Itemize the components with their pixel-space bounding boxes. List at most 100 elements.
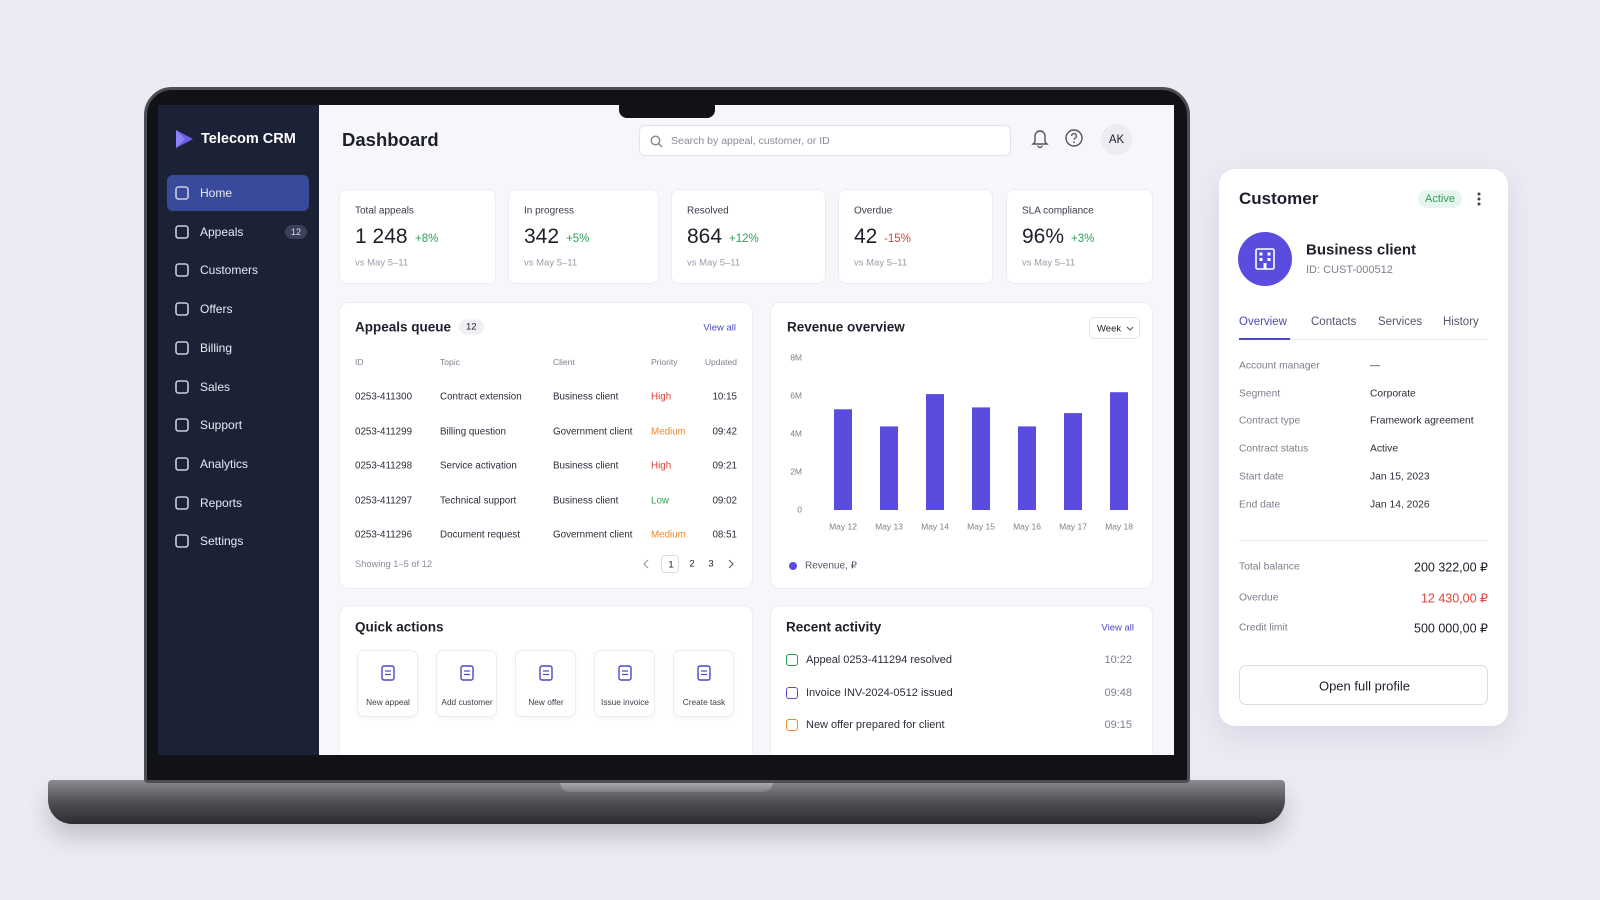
kpi-period: vs May 5–11 (524, 257, 578, 269)
x-tick-label: May 12 (829, 521, 857, 531)
table-cell: Document request (440, 529, 521, 541)
view-all-link[interactable]: View all (703, 322, 736, 334)
action-button[interactable]: Add customer (436, 650, 497, 717)
customer-id: ID: CUST-000512 (1306, 264, 1393, 276)
more-menu (1477, 192, 1481, 206)
x-tick-label: May 14 (921, 521, 949, 531)
table-cell: Low (651, 495, 669, 507)
table-cell: Medium (651, 426, 686, 438)
column-header: Client (553, 357, 575, 367)
section-divider (1239, 540, 1488, 541)
view-all-link[interactable]: View all (1101, 622, 1134, 634)
x-tick-label: May 18 (1105, 521, 1133, 531)
avatar[interactable]: AK (1101, 124, 1132, 155)
kpi-change: +8% (415, 233, 439, 245)
search-box[interactable]: Search by appeal, customer, or ID (639, 125, 1011, 156)
kpi-value: 1 248 (355, 225, 408, 248)
page-button[interactable]: 3 (702, 555, 720, 573)
search-placeholder: Search by appeal, customer, or ID (671, 135, 830, 147)
sidebar: Telecom CRM Home Appeals 12 Customers Offers B… (158, 105, 319, 755)
table-cell: High (651, 391, 672, 403)
detail-label: End date (1239, 499, 1281, 510)
tab-divider (1239, 339, 1488, 340)
customer-name: Business client (1306, 241, 1417, 259)
action-icon (618, 665, 632, 681)
page-button[interactable]: 1 (661, 555, 679, 573)
detail-value: Corporate (1370, 388, 1416, 400)
action-button[interactable]: Issue invoice (594, 650, 655, 717)
detail-label: Account manager (1239, 360, 1320, 372)
activity-time: 09:48 (1104, 686, 1132, 699)
brand-name: Telecom CRM (201, 131, 296, 147)
table-cell: Business client (553, 495, 619, 507)
table-cell: Contract extension (440, 391, 522, 403)
nav-label: Sales (200, 379, 231, 394)
kpi-period: vs May 5–11 (687, 257, 741, 269)
nav-icon (175, 302, 189, 316)
button-label: Open full profile (1318, 678, 1411, 694)
nav-label: Customers (200, 263, 259, 278)
action-icon (460, 665, 474, 681)
action-label: New offer (528, 697, 564, 707)
kpi-period: vs May 5–11 (355, 257, 409, 269)
brand-logo (176, 130, 193, 148)
action-button[interactable]: New appeal (357, 650, 418, 717)
nav-item[interactable] (167, 175, 309, 211)
nav-label: Home (200, 186, 233, 200)
legend-label: Revenue, ₽ (805, 560, 857, 572)
activity-text: New offer prepared for client (806, 719, 945, 732)
action-button[interactable]: New offer (515, 650, 576, 717)
card-title: Customer (1239, 189, 1319, 208)
revenue-chart: 0 2M 4M 6M 8M May 12 May 13 May 14 May 15 May 16 M… (790, 352, 1133, 531)
y-tick-label: 6M (790, 390, 802, 400)
panel-title: Appeals queue (355, 319, 452, 335)
table-cell: 08:51 (712, 529, 737, 541)
search-icon (650, 135, 663, 148)
open-profile-button[interactable]: Open full profile (1239, 665, 1488, 705)
table-cell: High (651, 460, 672, 472)
detail-value: Jan 15, 2023 (1370, 471, 1430, 483)
page-button[interactable]: 2 (683, 555, 701, 573)
kpi-card: SLA compliance 96% +3% vs May 5–11 (1006, 189, 1153, 284)
customer-card: Customer Active Business client ID: CUST-00… (1219, 169, 1508, 726)
table-cell: 0253-411298 (355, 460, 413, 472)
tab[interactable]: Contacts (1311, 316, 1357, 328)
building-icon (1255, 248, 1275, 270)
kpi-card: Total appeals 1 248 +8% vs May 5–11 (339, 189, 496, 284)
column-header: Priority (651, 357, 678, 367)
column-header: ID (355, 357, 364, 367)
tab[interactable]: Overview (1239, 316, 1287, 328)
nav-label: Billing (200, 340, 233, 355)
action-label: Create task (682, 697, 726, 707)
action-icon (381, 665, 395, 681)
total-value: 200 322,00 ₽ (1414, 560, 1488, 575)
tab[interactable]: History (1443, 316, 1479, 328)
tab-underline (1239, 338, 1290, 340)
nav-label: Support (200, 418, 243, 433)
tab[interactable]: Services (1378, 316, 1423, 328)
detail-label: Segment (1239, 388, 1281, 400)
nav-icon (175, 418, 189, 432)
activity-icon (786, 686, 798, 699)
activity-icon (786, 654, 798, 666)
period-dropdown[interactable]: Week (1089, 317, 1140, 339)
nav-label: Offers (200, 302, 233, 317)
page-number: 1 (668, 559, 674, 571)
action-button[interactable]: Create task (673, 650, 734, 717)
period-label: Week (1097, 323, 1122, 335)
nav-icon (175, 186, 189, 200)
nav-icon (175, 534, 189, 549)
laptop-notch-groove (560, 780, 773, 792)
nav-label: Settings (200, 534, 244, 549)
panel-title: Recent activity (786, 619, 882, 635)
table-footer: Showing 1–5 of 12 (355, 559, 433, 569)
column-header: Topic (440, 357, 460, 367)
x-tick-label: May 15 (967, 521, 995, 531)
nav-icon (175, 224, 189, 239)
prev-page (643, 559, 649, 569)
kpi-change: +3% (1071, 233, 1095, 245)
table-cell: 09:21 (712, 460, 737, 472)
total-value: 500 000,00 ₽ (1414, 621, 1488, 636)
table-cell: Government client (553, 426, 633, 438)
